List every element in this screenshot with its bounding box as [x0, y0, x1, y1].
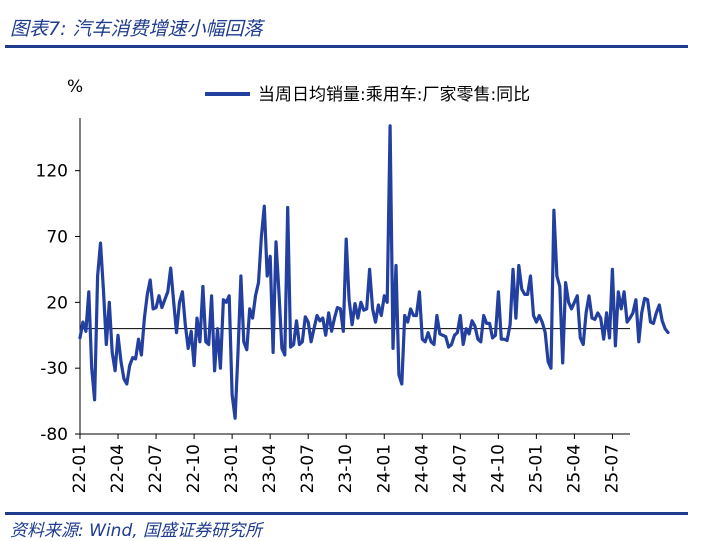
x-tick-label: 23-07 — [298, 444, 318, 493]
series-line-retail-sales-yoy — [78, 124, 670, 420]
y-tick-label: -30 — [40, 359, 68, 379]
x-tick-label: 23-04 — [260, 444, 280, 493]
x-tick-label: 23-10 — [336, 444, 356, 493]
x-axis: 22-01 22-04 22-07 22-10 23-01 23-04 23-07 23-10… — [70, 433, 630, 493]
x-tick-label: 22-01 — [70, 444, 90, 493]
figure-title: 图表7: 汽车消费增速小幅回落 — [10, 18, 263, 40]
y-tick-label: 20 — [46, 293, 68, 313]
source-rule — [5, 512, 688, 515]
x-tick-label: 22-07 — [146, 444, 166, 493]
x-tick-label: 22-10 — [184, 444, 204, 493]
x-tick-label: 23-01 — [222, 444, 242, 493]
x-tick-label: 25-01 — [526, 444, 546, 493]
y-axis-unit-label: % — [67, 77, 83, 97]
legend-label: 当周日均销量:乘用车:厂家零售:同比 — [258, 85, 530, 105]
x-tick-label: 25-04 — [564, 444, 584, 493]
x-tick-label: 25-07 — [602, 444, 622, 493]
y-tick-label: 70 — [46, 228, 68, 248]
line-chart: % 当周日均销量:乘用车:厂家零售:同比 -80 -30 20 70 120 22-01… — [36, 77, 670, 493]
y-axis: -80 -30 20 70 120 — [36, 118, 81, 445]
x-tick-label: 24-04 — [412, 444, 432, 493]
x-tick-label: 24-10 — [488, 444, 508, 493]
y-tick-label: -80 — [40, 425, 68, 445]
source-note: 资料来源: Wind, 国盛证券研究所 — [10, 521, 263, 541]
x-tick-label: 22-04 — [108, 444, 128, 493]
x-tick-label: 24-01 — [374, 444, 394, 493]
title-rule — [5, 45, 688, 48]
y-tick-label: 120 — [36, 162, 68, 182]
x-tick-label: 24-07 — [450, 444, 470, 493]
